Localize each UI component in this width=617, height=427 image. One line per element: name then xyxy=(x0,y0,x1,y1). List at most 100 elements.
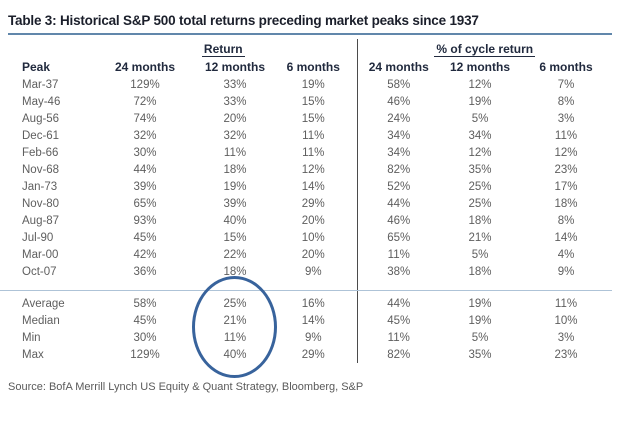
value-cell: 14% xyxy=(270,178,358,195)
value-cell: 11% xyxy=(554,129,578,142)
value-cell: 34% xyxy=(387,146,411,159)
table-row: Aug-56 74% 20% 15% 24% 5% 3% xyxy=(0,110,612,127)
value-cell: 18% xyxy=(223,265,247,278)
value-cell: 82% xyxy=(387,348,411,361)
column-header-cycle-6m: 6 months xyxy=(539,59,593,74)
value-cell: 72% xyxy=(133,95,157,108)
value-cell: 46% xyxy=(387,95,411,108)
value-cell: 19% xyxy=(468,297,492,310)
group-header-cycle-return: % of cycle return xyxy=(434,42,536,57)
value-cell: 11% xyxy=(270,144,358,161)
summary-row: Max 129% 40% 29% 82% 35% 23% xyxy=(0,346,612,363)
group-header-return: Return xyxy=(201,42,245,57)
value-cell: 18% xyxy=(468,214,492,227)
value-cell: 24% xyxy=(387,112,411,125)
value-cell: 14% xyxy=(554,231,578,244)
value-cell: 19% xyxy=(270,76,358,93)
value-cell: 25% xyxy=(468,197,492,210)
summary-row: Min 30% 11% 9% 11% 5% 3% xyxy=(0,329,612,346)
value-cell: 74% xyxy=(133,112,157,125)
table-row: Oct-07 36% 18% 9% 38% 18% 9% xyxy=(0,263,612,280)
value-cell: 23% xyxy=(554,163,578,176)
returns-table: Return % of cycle return Peak 24 months … xyxy=(0,39,612,363)
value-cell: 16% xyxy=(270,290,358,312)
value-cell: 10% xyxy=(554,314,578,327)
value-cell: 52% xyxy=(387,180,411,193)
value-cell: 3% xyxy=(557,112,575,125)
summary-divider-row xyxy=(0,280,612,291)
value-cell: 46% xyxy=(387,214,411,227)
table-row: Feb-66 30% 11% 11% 34% 12% 12% xyxy=(0,144,612,161)
value-cell: 33% xyxy=(223,78,247,91)
table-row: Mar-37 129% 33% 19% 58% 12% 7% xyxy=(0,76,612,93)
value-cell: 58% xyxy=(387,78,411,91)
summary-row: Median 45% 21% 14% 45% 19% 10% xyxy=(0,312,612,329)
value-cell: 15% xyxy=(270,93,358,110)
value-cell: 17% xyxy=(554,180,578,193)
row-label: Median xyxy=(22,314,60,327)
table-body: Mar-37 129% 33% 19% 58% 12% 7% May-46 72% 33% 15% 4… xyxy=(0,76,612,280)
value-cell: 14% xyxy=(270,312,358,329)
value-cell: 25% xyxy=(468,180,492,193)
column-header-peak: Peak xyxy=(22,59,51,74)
value-cell: 5% xyxy=(471,248,489,261)
value-cell: 15% xyxy=(223,231,247,244)
row-label: Max xyxy=(22,348,44,361)
column-header-row: Peak 24 months 12 months 6 months 24 mon… xyxy=(0,57,612,76)
column-header-return-6m: 6 months xyxy=(270,57,358,76)
value-cell: 34% xyxy=(468,129,492,142)
row-label: Jul-90 xyxy=(22,231,54,244)
table-row: Nov-68 44% 18% 12% 82% 35% 23% xyxy=(0,161,612,178)
group-header-return-cell: Return xyxy=(90,39,358,57)
value-cell: 19% xyxy=(223,180,247,193)
value-cell: 20% xyxy=(223,112,247,125)
column-header-cycle-12m: 12 months xyxy=(449,59,510,74)
value-cell: 129% xyxy=(130,78,160,91)
value-cell: 9% xyxy=(270,329,358,346)
value-cell: 20% xyxy=(270,212,358,229)
group-header-cycle-cell: % of cycle return xyxy=(357,39,612,57)
column-header-return-24m: 24 months xyxy=(114,59,175,74)
highlight-ellipse-annotation xyxy=(192,276,277,378)
value-cell: 9% xyxy=(270,263,358,280)
value-cell: 8% xyxy=(557,95,575,108)
row-label: Mar-37 xyxy=(22,78,59,91)
table-row: Mar-00 42% 22% 20% 11% 5% 4% xyxy=(0,246,612,263)
value-cell: 36% xyxy=(133,265,157,278)
value-cell: 38% xyxy=(387,265,411,278)
value-cell: 129% xyxy=(130,348,160,361)
table-row: Aug-87 93% 40% 20% 46% 18% 8% xyxy=(0,212,612,229)
value-cell: 22% xyxy=(223,248,247,261)
value-cell: 19% xyxy=(468,95,492,108)
value-cell: 45% xyxy=(133,231,157,244)
value-cell: 8% xyxy=(557,214,575,227)
row-label: May-46 xyxy=(22,95,61,108)
row-label: Nov-68 xyxy=(22,163,60,176)
value-cell: 44% xyxy=(387,197,411,210)
value-cell: 12% xyxy=(270,161,358,178)
value-cell: 35% xyxy=(468,163,492,176)
source-note: Source: BofA Merrill Lynch US Equity & Q… xyxy=(8,381,364,393)
value-cell: 11% xyxy=(387,248,410,261)
value-cell: 18% xyxy=(223,163,247,176)
table-title: Table 3: Historical S&P 500 total return… xyxy=(8,13,479,28)
value-cell: 5% xyxy=(471,331,489,344)
value-cell: 11% xyxy=(223,146,247,159)
row-label: Min xyxy=(22,331,41,344)
value-cell: 32% xyxy=(133,129,157,142)
value-cell: 35% xyxy=(468,348,492,361)
value-cell: 11% xyxy=(387,331,410,344)
value-cell: 39% xyxy=(223,197,247,210)
table-row: Nov-80 65% 39% 29% 44% 25% 18% xyxy=(0,195,612,212)
value-cell: 4% xyxy=(557,248,575,261)
value-cell: 12% xyxy=(468,146,492,159)
table-row: Jul-90 45% 15% 10% 65% 21% 14% xyxy=(0,229,612,246)
table-row: Jan-73 39% 19% 14% 52% 25% 17% xyxy=(0,178,612,195)
value-cell: 9% xyxy=(557,265,575,278)
summary-body: Average 58% 25% 16% 44% 19% 11% Median 45% 21% 14%… xyxy=(0,290,612,363)
value-cell: 29% xyxy=(270,195,358,212)
value-cell: 18% xyxy=(554,197,578,210)
row-label: Mar-00 xyxy=(22,248,59,261)
row-label: Aug-56 xyxy=(22,112,60,125)
